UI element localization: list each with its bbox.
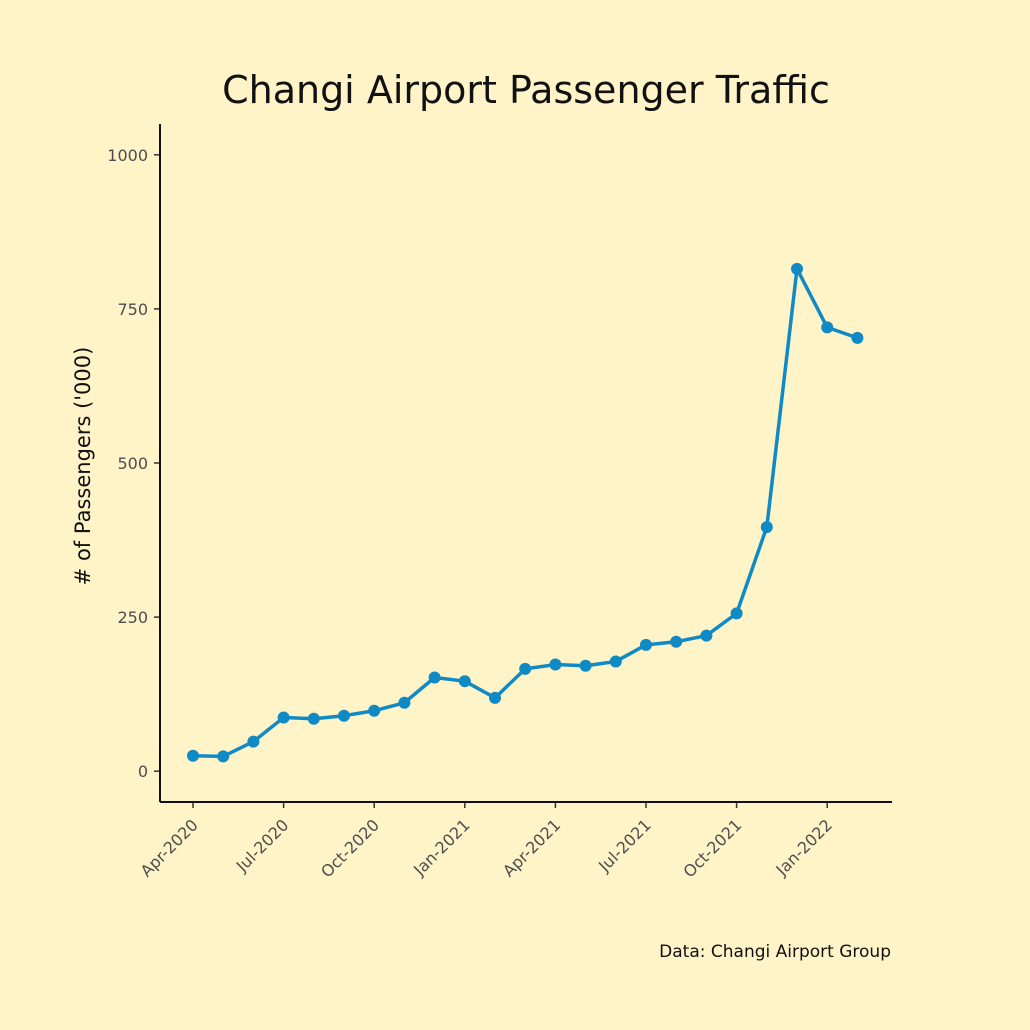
x-tick-label: Jul-2020	[232, 815, 293, 876]
x-tick-label: Apr-2021	[499, 815, 564, 880]
data-point	[609, 655, 622, 668]
data-point	[821, 321, 834, 334]
y-tick-label: 1000	[107, 146, 148, 165]
series-line	[192, 267, 858, 759]
data-point	[458, 675, 471, 688]
data-point	[760, 521, 773, 534]
x-tick-label: Jan-2022	[772, 815, 836, 879]
y-tick-label: 500	[117, 454, 148, 473]
data-point	[398, 696, 411, 709]
x-tick-label: Apr-2020	[137, 815, 202, 880]
x-tick-label: Oct-2020	[317, 815, 383, 881]
y-tick-label: 750	[117, 300, 148, 319]
data-point	[307, 712, 320, 725]
y-tick-label: 250	[117, 608, 148, 627]
y-axis: 0 250 500 750 1000	[107, 146, 160, 781]
data-point	[670, 635, 683, 648]
x-tick-label: Jan-2021	[409, 815, 473, 879]
chart-title: Changi Airport Passenger Traffic	[222, 68, 830, 112]
data-point	[519, 662, 532, 675]
data-point	[640, 638, 652, 651]
data-point	[368, 704, 381, 717]
data-point	[217, 750, 230, 763]
data-point	[428, 671, 441, 684]
series-passengers	[187, 262, 864, 763]
y-axis-label: # of Passengers ('000)	[71, 347, 95, 586]
x-axis: Apr-2020 Jul-2020 Oct-2020 Jan-2021 Apr-2021…	[137, 802, 836, 881]
data-point	[579, 659, 592, 672]
data-point	[338, 709, 350, 722]
chart-caption: Data: Changi Airport Group	[659, 942, 891, 962]
data-point	[730, 607, 743, 620]
data-point	[277, 711, 290, 724]
data-point	[489, 691, 501, 704]
x-tick-label: Jul-2021	[594, 815, 655, 876]
data-point	[851, 331, 864, 344]
data-point	[700, 629, 713, 642]
data-point	[247, 735, 260, 748]
x-tick-label: Oct-2021	[680, 815, 746, 881]
data-point	[791, 262, 803, 275]
data-point	[187, 749, 199, 762]
y-tick-label: 0	[138, 762, 148, 781]
data-point	[549, 658, 562, 671]
